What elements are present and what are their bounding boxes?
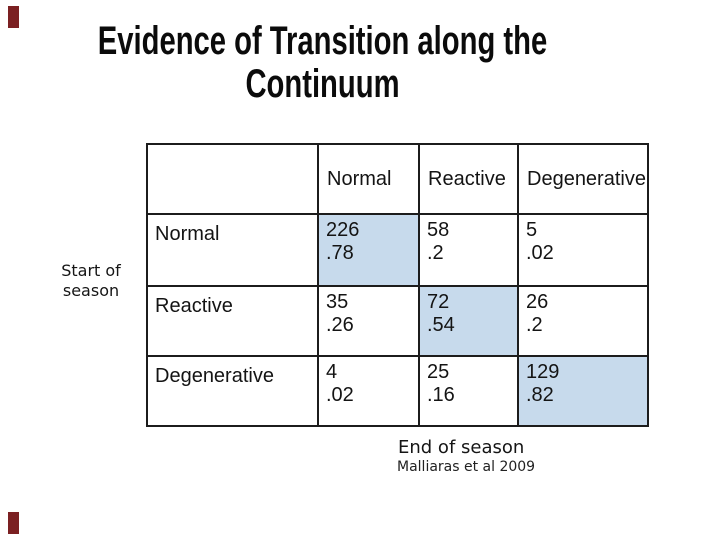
cell-count: 58 <box>427 219 450 241</box>
cell-proportion: .26 <box>326 314 354 336</box>
cell-normal-normal: 226 .78 <box>317 213 420 287</box>
cell-proportion: .54 <box>427 314 455 336</box>
table-row-degenerative: Degenerative 4 .02 25 .16 129 .82 <box>146 355 649 427</box>
cell-proportion: .02 <box>526 242 554 264</box>
cell-reactive-normal: 35 .26 <box>317 285 420 357</box>
cell-reactive-degenerative: 26 .2 <box>517 285 649 357</box>
start-of-season-line-1: Start of <box>61 261 121 280</box>
cell-normal-degenerative: 5 .02 <box>517 213 649 287</box>
header-row: Normal Reactive Degenerative <box>146 143 649 215</box>
corner-accent-bottom <box>8 512 19 534</box>
cell-normal-reactive: 58 .2 <box>418 213 519 287</box>
start-of-season-line-2: season <box>62 281 120 300</box>
slide-title: Evidence of Transition along the Continu… <box>87 20 558 106</box>
column-header-reactive: Reactive <box>418 143 519 215</box>
start-of-season-label: Start of season <box>52 261 130 301</box>
cell-proportion: .78 <box>326 242 354 264</box>
column-header-normal: Normal <box>317 143 420 215</box>
end-of-season-label: End of season <box>398 437 525 458</box>
row-label-normal: Normal <box>146 213 319 287</box>
cell-count: 26 <box>526 291 549 313</box>
cell-count: 226 <box>326 219 360 241</box>
cell-proportion: .02 <box>326 384 354 406</box>
cell-count: 129 <box>526 361 560 383</box>
transition-matrix: Normal Reactive Degenerative Normal 226 … <box>146 143 649 427</box>
cell-proportion: .2 <box>427 242 444 264</box>
cell-proportion: .2 <box>526 314 543 336</box>
cell-count: 5 <box>526 219 538 241</box>
citation: Malliaras et al 2009 <box>397 459 536 475</box>
table-row-normal: Normal 226 .78 58 .2 5 .02 <box>146 213 649 287</box>
row-label-degenerative: Degenerative <box>146 355 319 427</box>
row-label-reactive: Reactive <box>146 285 319 357</box>
table-row-reactive: Reactive 35 .26 72 .54 26 .2 <box>146 285 649 357</box>
cell-reactive-reactive: 72 .54 <box>418 285 519 357</box>
slide-title-line-2: Continuum <box>245 62 400 106</box>
corner-accent-top <box>8 6 19 28</box>
cell-degenerative-reactive: 25 .16 <box>418 355 519 427</box>
corner-header-cell <box>146 143 319 215</box>
cell-proportion: .16 <box>427 384 455 406</box>
transition-table: Normal Reactive Degenerative Normal 226 … <box>146 143 649 427</box>
cell-proportion: .82 <box>526 384 554 406</box>
cell-count: 72 <box>427 291 450 313</box>
cell-degenerative-degenerative: 129 .82 <box>517 355 649 427</box>
column-header-degenerative: Degenerative <box>517 143 649 215</box>
slide-title-line-1: Evidence of Transition along the <box>97 19 548 63</box>
cell-count: 4 <box>326 361 338 383</box>
cell-count: 35 <box>326 291 349 313</box>
cell-count: 25 <box>427 361 450 383</box>
cell-degenerative-normal: 4 .02 <box>317 355 420 427</box>
